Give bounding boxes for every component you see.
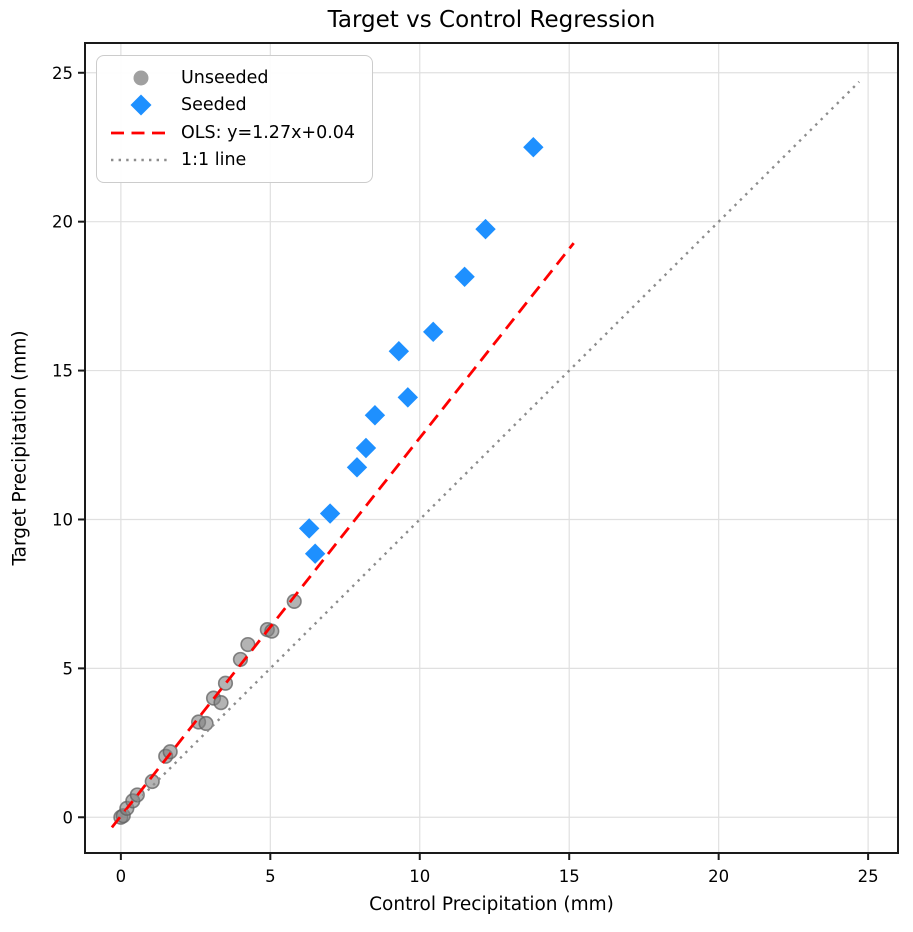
data-point-seeded xyxy=(397,387,419,408)
data-point-unseeded xyxy=(162,744,178,760)
data-point-seeded xyxy=(346,457,368,478)
data-point-seeded xyxy=(523,137,544,158)
line-ols-fit xyxy=(110,242,575,829)
series-seeded xyxy=(298,137,544,564)
x-tick-label: 25 xyxy=(858,867,879,886)
unseeded-marker-icon xyxy=(133,70,149,86)
line-one-to-one xyxy=(120,80,860,819)
data-point-seeded xyxy=(304,543,326,564)
legend-label-one-to-one: 1:1 line xyxy=(181,150,247,171)
y-tick-label: 5 xyxy=(63,659,74,678)
legend-item-unseeded: Unseeded xyxy=(107,64,362,92)
legend-item-ols: OLS: y=1.27x+0.04 xyxy=(107,119,362,147)
data-point-seeded xyxy=(298,518,320,539)
x-tick-label: 15 xyxy=(559,867,580,886)
data-point-seeded xyxy=(355,437,377,459)
legend: Unseeded Seeded OLS: y=1.27x+0.04 1:1 li… xyxy=(96,55,373,183)
data-point-seeded xyxy=(319,503,341,524)
legend-label-unseeded: Unseeded xyxy=(181,67,269,88)
data-point-unseeded xyxy=(198,715,214,732)
legend-label-seeded: Seeded xyxy=(181,95,247,116)
legend-item-seeded: Seeded xyxy=(107,92,362,120)
tick-labels: 0 5 10 15 20 25 0 5 10 15 20 25 xyxy=(52,64,879,886)
chart-title: Target vs Control Regression xyxy=(327,7,656,33)
y-axis-label: Target Precipitation (mm) xyxy=(9,330,31,566)
y-tick-label: 0 xyxy=(63,808,74,827)
fit-lines xyxy=(110,80,860,829)
blue-diamond-icon xyxy=(130,94,152,116)
data-point-seeded xyxy=(423,321,444,343)
series-unseeded xyxy=(113,593,302,825)
ols-line-icon xyxy=(111,131,167,135)
data-point-unseeded xyxy=(213,695,229,711)
data-point-seeded xyxy=(364,405,386,426)
gray-circle-icon xyxy=(133,70,149,86)
y-tick-label: 20 xyxy=(52,213,73,232)
y-tick-label: 25 xyxy=(52,64,73,83)
data-series xyxy=(113,137,544,825)
data-point-seeded xyxy=(475,218,496,240)
legend-label-ols: OLS: y=1.27x+0.04 xyxy=(181,122,356,143)
x-tick-label: 10 xyxy=(409,867,430,886)
axes-spines-ticks xyxy=(78,42,899,860)
data-point-seeded xyxy=(388,341,410,362)
data-point-seeded xyxy=(454,266,475,287)
x-axis-label: Control Precipitation (mm) xyxy=(369,894,614,915)
x-tick-label: 20 xyxy=(708,867,729,886)
y-tick-label: 10 xyxy=(52,510,73,529)
legend-item-one-to-one: 1:1 line xyxy=(107,147,362,175)
x-tick-label: 5 xyxy=(265,867,276,886)
seeded-marker-icon xyxy=(130,94,152,116)
y-tick-label: 15 xyxy=(52,362,73,381)
x-tick-label: 0 xyxy=(116,867,127,886)
one-to-one-line-icon xyxy=(111,159,167,162)
